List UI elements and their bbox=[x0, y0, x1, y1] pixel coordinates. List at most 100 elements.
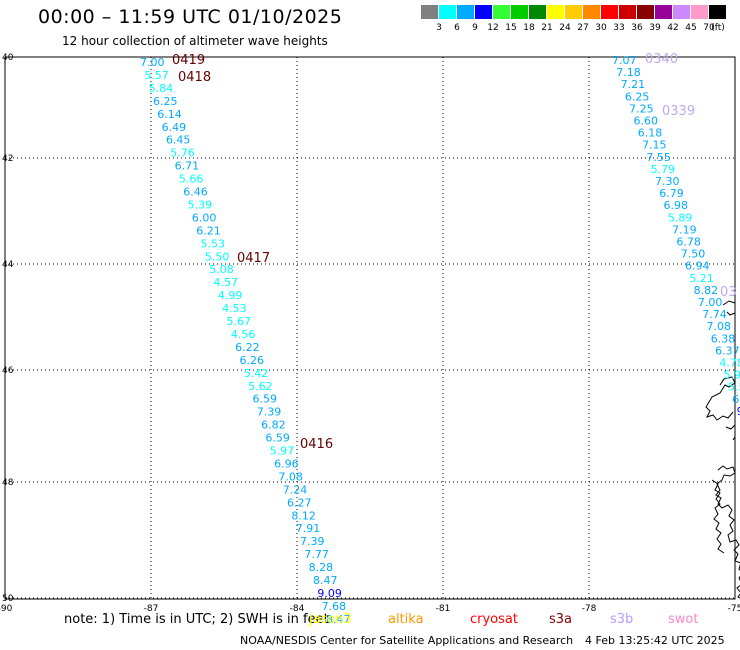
track-a-value: 6.71 bbox=[175, 160, 200, 173]
track-a-value: 5.67 bbox=[227, 315, 252, 328]
track-a-value: 7.39 bbox=[257, 406, 282, 419]
track-a-value: 6.82 bbox=[261, 419, 286, 432]
legend-label: 27 bbox=[577, 23, 589, 33]
generated-timestamp: 4 Feb 13:25:42 UTC 2025 bbox=[585, 634, 725, 647]
track-b-value: 7.07 bbox=[612, 54, 637, 67]
lat-label: 42 bbox=[2, 154, 13, 164]
legend-label: 12 bbox=[487, 23, 499, 33]
credit-line: NOAA/NESDIS Center for Satellite Applica… bbox=[240, 634, 574, 647]
track-a-value: 5.84 bbox=[149, 82, 174, 95]
coastline bbox=[705, 300, 740, 599]
legend-swatch bbox=[655, 5, 672, 19]
track-a-value: 4.53 bbox=[222, 302, 247, 315]
track-a-value: 5.57 bbox=[144, 69, 169, 82]
legend-label: 15 bbox=[505, 23, 517, 33]
legend-label: 42 bbox=[667, 23, 679, 33]
track-a-value: 5.66 bbox=[179, 173, 204, 186]
satellite-label-s3a: s3a bbox=[549, 612, 573, 627]
track-a-value: 6.59 bbox=[252, 393, 277, 406]
track-a-value: 8.12 bbox=[291, 509, 316, 522]
pass-time-label: 0340 bbox=[645, 52, 678, 67]
pass-time-label: 0416 bbox=[300, 437, 333, 452]
track-b-value: 7.55 bbox=[646, 151, 671, 164]
legend-swatch bbox=[493, 5, 510, 19]
track-a-value: 5.53 bbox=[201, 237, 226, 250]
legend-swatch bbox=[511, 5, 528, 19]
lon-label: -78 bbox=[582, 604, 597, 614]
track-b-value: 7.19 bbox=[672, 223, 697, 236]
legend-swatch bbox=[601, 5, 618, 19]
legend-swatch bbox=[475, 5, 492, 19]
legend-label: 18 bbox=[523, 23, 535, 33]
map-frame bbox=[4, 56, 736, 600]
lon-label: -81 bbox=[436, 604, 451, 614]
track-b-value: 7.74 bbox=[702, 308, 727, 321]
track-a-value: 9.09 bbox=[317, 587, 342, 600]
track-a-value: 4.56 bbox=[231, 328, 256, 341]
track-a-value: 8.47 bbox=[326, 613, 351, 626]
track-a-value: 5.39 bbox=[188, 198, 213, 211]
track-b-value: 6.37 bbox=[715, 344, 740, 357]
track-b-value: 5.89 bbox=[668, 211, 693, 224]
track-a-value: 6.59 bbox=[265, 432, 290, 445]
lon-label: -87 bbox=[144, 604, 159, 614]
legend-label: 36 bbox=[631, 23, 643, 33]
map-title: 00:00 – 11:59 UTC 01/10/2025 bbox=[38, 6, 343, 28]
legend-swatch bbox=[673, 5, 690, 19]
legend-swatch bbox=[421, 5, 438, 19]
pass-time-label: 03 bbox=[720, 285, 737, 300]
map-subtitle: 12 hour collection of altimeter wave hei… bbox=[62, 34, 328, 48]
pass-time-label: 0418 bbox=[178, 70, 211, 85]
track-a-value: 6.14 bbox=[157, 108, 182, 121]
satellite-label-s3b: s3b bbox=[610, 612, 634, 627]
track-b-value: 7.25 bbox=[629, 102, 654, 115]
track-b-value: 6.38 bbox=[711, 332, 736, 345]
track-a-value: 7.00 bbox=[140, 56, 165, 69]
lon-label: -90 bbox=[0, 604, 13, 614]
track-a-value: 5.42 bbox=[244, 367, 268, 380]
track-a-value: 5.62 bbox=[248, 380, 273, 393]
legend-label: 39 bbox=[649, 23, 661, 33]
track-a-value: 6.21 bbox=[196, 224, 221, 237]
satellite-label-swot: swot bbox=[668, 612, 699, 627]
track-a-value: 7.68 bbox=[322, 600, 347, 613]
lat-label: 46 bbox=[2, 366, 14, 376]
track-a-value: 6.45 bbox=[166, 134, 191, 147]
satellite-label-jason3: jason3 bbox=[309, 612, 352, 627]
track-b-value: 7.21 bbox=[621, 78, 646, 91]
track-b-value: 6.78 bbox=[676, 236, 701, 249]
lon-label: -84 bbox=[290, 604, 305, 614]
track-b-value: 6.18 bbox=[638, 127, 663, 140]
track-a-value: 6.26 bbox=[239, 354, 264, 367]
track-a-value: 7.24 bbox=[283, 483, 308, 496]
legend-label: 70 bbox=[703, 23, 715, 33]
footer-note: note: 1) Time is in UTC; 2) SWH is in fe… bbox=[64, 612, 329, 627]
track-b-value: 6.79 bbox=[659, 187, 684, 200]
track-a-value: 7.77 bbox=[304, 548, 329, 561]
legend-swatch bbox=[529, 5, 546, 19]
track-a-value: 5.50 bbox=[205, 250, 230, 263]
legend-swatch bbox=[583, 5, 600, 19]
track-b-value: 6 bbox=[732, 393, 739, 406]
pass-time-label: 0419 bbox=[172, 53, 205, 68]
track-b-value: 6.98 bbox=[664, 199, 689, 212]
track-b-values: 7.077.187.216.257.256.606.187.157.555.79… bbox=[612, 54, 740, 418]
pass-time-labels: 0419 0418 0417 0416 0340 0339 03 bbox=[172, 52, 737, 452]
legend-swatch bbox=[709, 5, 726, 19]
legend-label: 9 bbox=[472, 23, 478, 33]
track-a-value: 5.97 bbox=[270, 445, 295, 458]
legend-label: 6 bbox=[454, 23, 460, 33]
legend-swatch bbox=[547, 5, 564, 19]
track-a-value: 6.46 bbox=[183, 186, 208, 199]
legend-label: 33 bbox=[613, 23, 625, 33]
track-b-value: 7.50 bbox=[681, 248, 706, 261]
legend-label: 3 bbox=[436, 23, 442, 33]
track-b-value: 6.25 bbox=[625, 90, 650, 103]
legend-swatch bbox=[457, 5, 474, 19]
lat-label: 40 bbox=[2, 53, 14, 63]
track-b-value: 7.30 bbox=[655, 175, 680, 188]
track-a-value: 5.76 bbox=[170, 147, 195, 160]
lon-label: -75 bbox=[728, 604, 740, 614]
track-b-value: 5.5 bbox=[728, 381, 740, 394]
